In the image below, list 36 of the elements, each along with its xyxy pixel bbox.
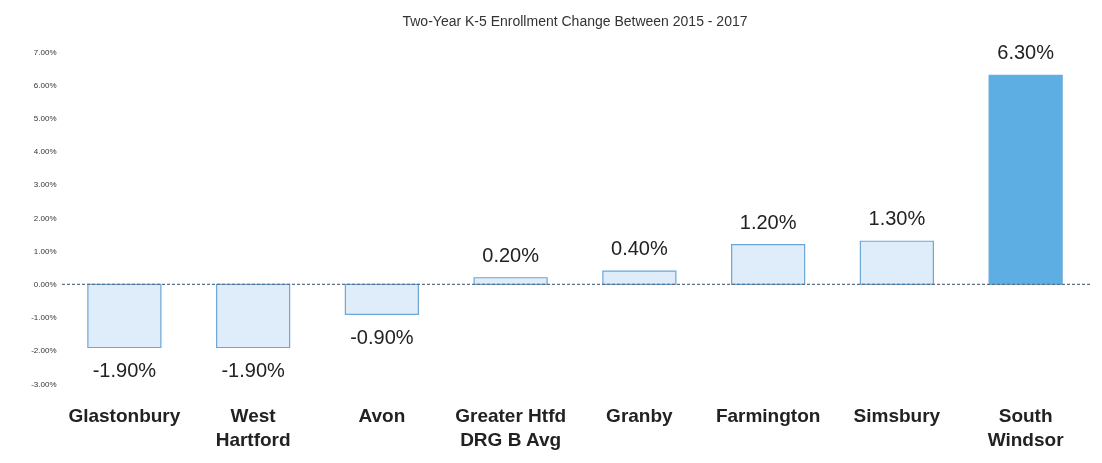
bar <box>87 283 162 349</box>
data-label: -0.90% <box>350 326 414 349</box>
y-tick-label: 4.00% <box>33 147 57 157</box>
bar <box>344 283 419 315</box>
y-tick-label: 6.00% <box>33 80 57 90</box>
y-tick-label: 0.00% <box>33 279 57 289</box>
y-tick-label: -3.00% <box>31 379 57 389</box>
y-tick-label: 7.00% <box>33 47 57 57</box>
bar <box>988 74 1063 285</box>
data-label: 1.20% <box>739 210 797 233</box>
y-tick-label: -1.00% <box>31 313 57 323</box>
data-label: 1.30% <box>868 207 926 230</box>
y-tick-label: 1.00% <box>33 246 57 256</box>
x-tick-label: Granby <box>606 404 674 426</box>
y-tick-label: 5.00% <box>33 113 57 123</box>
data-label: -1.90% <box>221 359 286 382</box>
data-label: 0.20% <box>482 243 540 266</box>
x-tick-label: South Windsor <box>987 404 1065 450</box>
bar <box>473 277 548 285</box>
data-label: -1.90% <box>92 359 157 382</box>
x-tick-label: Simsbury <box>853 404 941 426</box>
bar <box>731 243 806 285</box>
data-label: 0.40% <box>611 237 668 260</box>
bar <box>216 283 291 349</box>
y-tick-label: -2.00% <box>31 346 57 356</box>
x-tick-label: West Hartford <box>215 404 291 450</box>
y-tick-label: 3.00% <box>33 180 57 190</box>
y-tick-label: 2.00% <box>33 213 57 223</box>
x-tick-label: Glastonbury <box>68 404 181 426</box>
bar <box>602 270 677 285</box>
x-tick-label: Avon <box>358 404 406 426</box>
x-tick-label: Greater Htfd DRG B Avg <box>455 404 567 450</box>
chart-title: Two-Year K-5 Enrollment Change Between 2015 - 2017 <box>402 13 748 30</box>
bar <box>859 240 934 285</box>
x-tick-label: Farmington <box>715 404 821 426</box>
data-label: 6.30% <box>997 41 1055 64</box>
